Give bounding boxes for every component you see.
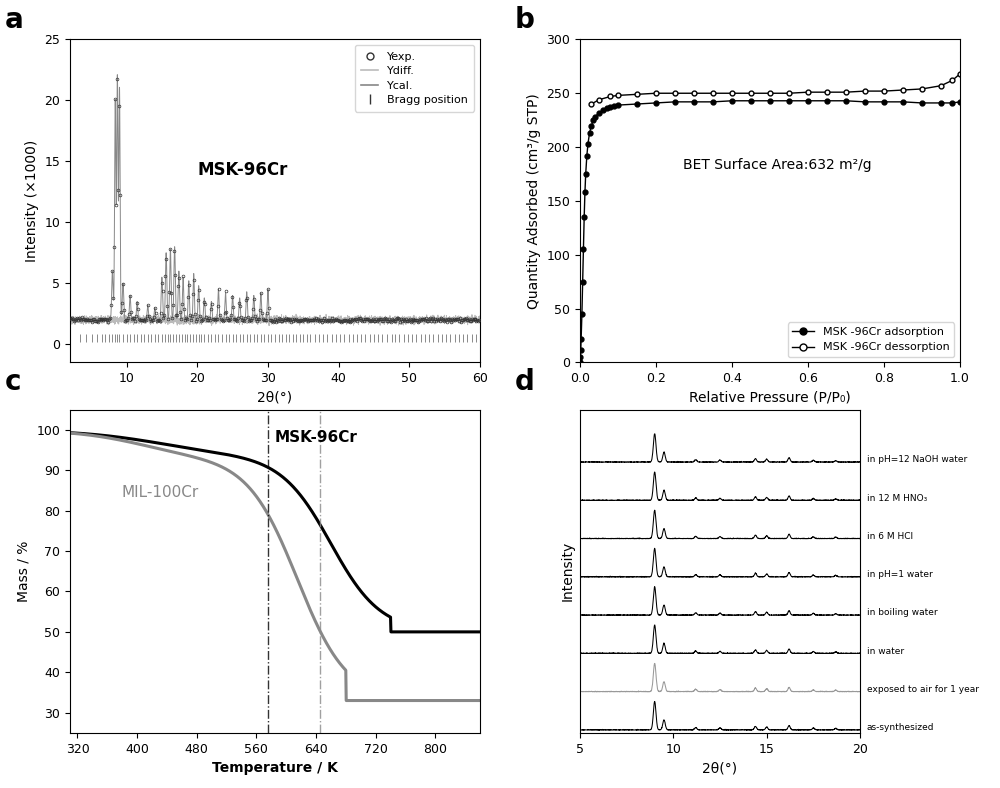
MSK -96Cr adsorption [802,96,814,106]
MSK -96Cr adsorption [576,309,588,318]
Line: MSK -96Cr adsorption: MSK -96Cr adsorption [578,98,962,365]
Text: a: a [5,6,24,34]
MSK -96Cr adsorption [581,151,593,161]
MSK -96Cr dessorption [612,91,624,100]
MSK -96Cr adsorption [574,358,586,367]
MSK -96Cr adsorption [726,96,738,106]
MSK -96Cr dessorption [802,87,814,97]
MSK -96Cr adsorption [575,334,587,344]
Text: b: b [515,6,535,34]
MSK -96Cr dessorption [764,88,776,98]
MSK -96Cr adsorption [580,169,592,179]
MSK -96Cr adsorption [954,97,966,106]
X-axis label: 2θ(°): 2θ(°) [702,761,738,775]
MSK -96Cr adsorption [584,128,596,138]
MSK -96Cr adsorption [575,345,587,355]
MSK -96Cr adsorption [585,121,597,130]
MSK -96Cr adsorption [707,97,719,106]
Text: MIL-100Cr: MIL-100Cr [122,485,199,500]
Text: in pH=1 water: in pH=1 water [867,571,932,579]
MSK -96Cr dessorption [631,90,643,99]
Legend: MSK -96Cr adsorption, MSK -96Cr dessorption: MSK -96Cr adsorption, MSK -96Cr dessorpt… [788,322,954,357]
MSK -96Cr adsorption [897,97,909,106]
MSK -96Cr adsorption [601,103,613,113]
MSK -96Cr dessorption [585,99,597,109]
MSK -96Cr dessorption [604,91,616,101]
Text: in boiling water: in boiling water [867,608,937,618]
Text: d: d [515,368,535,396]
Y-axis label: Intensity (×1000): Intensity (×1000) [25,139,39,262]
MSK -96Cr adsorption [577,245,589,255]
MSK -96Cr adsorption [587,116,599,125]
MSK -96Cr adsorption [612,100,624,110]
MSK -96Cr dessorption [916,84,928,94]
MSK -96Cr adsorption [593,108,605,117]
MSK -96Cr adsorption [935,98,947,108]
MSK -96Cr dessorption [783,88,795,98]
MSK -96Cr dessorption [669,88,681,98]
MSK -96Cr dessorption [897,85,909,95]
MSK -96Cr adsorption [631,99,643,109]
Text: MSK-96Cr: MSK-96Cr [197,161,287,179]
MSK -96Cr adsorption [582,139,594,149]
MSK -96Cr adsorption [840,96,852,106]
MSK -96Cr adsorption [578,213,590,222]
MSK -96Cr dessorption [593,95,605,105]
Text: MSK-96Cr: MSK-96Cr [275,430,357,445]
MSK -96Cr adsorption [878,97,890,106]
MSK -96Cr dessorption [878,87,890,96]
MSK -96Cr dessorption [859,87,871,96]
MSK -96Cr dessorption [688,88,700,98]
MSK -96Cr dessorption [840,87,852,97]
Text: exposed to air for 1 year: exposed to air for 1 year [867,685,979,694]
X-axis label: Temperature / K: Temperature / K [212,761,338,775]
MSK -96Cr dessorption [946,76,958,85]
MSK -96Cr adsorption [916,98,928,108]
MSK -96Cr dessorption [745,88,757,98]
MSK -96Cr dessorption [935,81,947,91]
Legend: Yexp., Ydiff., Ycal., Bragg position: Yexp., Ydiff., Ycal., Bragg position [355,45,474,112]
MSK -96Cr dessorption [954,69,966,79]
MSK -96Cr dessorption [707,88,719,98]
MSK -96Cr adsorption [859,97,871,106]
MSK -96Cr adsorption [783,96,795,106]
X-axis label: Relative Pressure (P/P₀): Relative Pressure (P/P₀) [689,391,851,405]
Text: c: c [5,368,22,396]
MSK -96Cr adsorption [597,106,609,115]
Y-axis label: Quantity Adsorbed (cm³/g STP): Quantity Adsorbed (cm³/g STP) [527,93,541,309]
MSK -96Cr dessorption [650,88,662,98]
MSK -96Cr adsorption [764,96,776,106]
MSK -96Cr adsorption [821,96,833,106]
Y-axis label: Intensity: Intensity [560,541,574,601]
Text: in 12 M HNO₃: in 12 M HNO₃ [867,493,927,503]
X-axis label: 2θ(°): 2θ(°) [257,391,293,405]
MSK -96Cr adsorption [574,352,586,362]
MSK -96Cr adsorption [604,102,616,112]
Text: in water: in water [867,647,904,656]
MSK -96Cr adsorption [608,102,620,111]
MSK -96Cr adsorption [650,98,662,108]
Text: in 6 M HCl: in 6 M HCl [867,532,913,541]
Y-axis label: Mass / %: Mass / % [17,541,31,602]
MSK -96Cr dessorption [821,87,833,97]
Text: as-synthesized: as-synthesized [867,723,934,732]
MSK -96Cr adsorption [745,96,757,106]
Text: BET Surface Area:632 m²/g: BET Surface Area:632 m²/g [683,158,872,172]
Text: in pH=12 NaOH water: in pH=12 NaOH water [867,455,967,464]
Line: MSK -96Cr dessorption: MSK -96Cr dessorption [589,72,962,106]
MSK -96Cr adsorption [589,112,601,121]
MSK -96Cr adsorption [669,97,681,106]
MSK -96Cr adsorption [579,188,591,197]
MSK -96Cr dessorption [726,88,738,98]
MSK -96Cr adsorption [577,277,589,287]
MSK -96Cr adsorption [946,98,958,108]
MSK -96Cr adsorption [688,97,700,106]
